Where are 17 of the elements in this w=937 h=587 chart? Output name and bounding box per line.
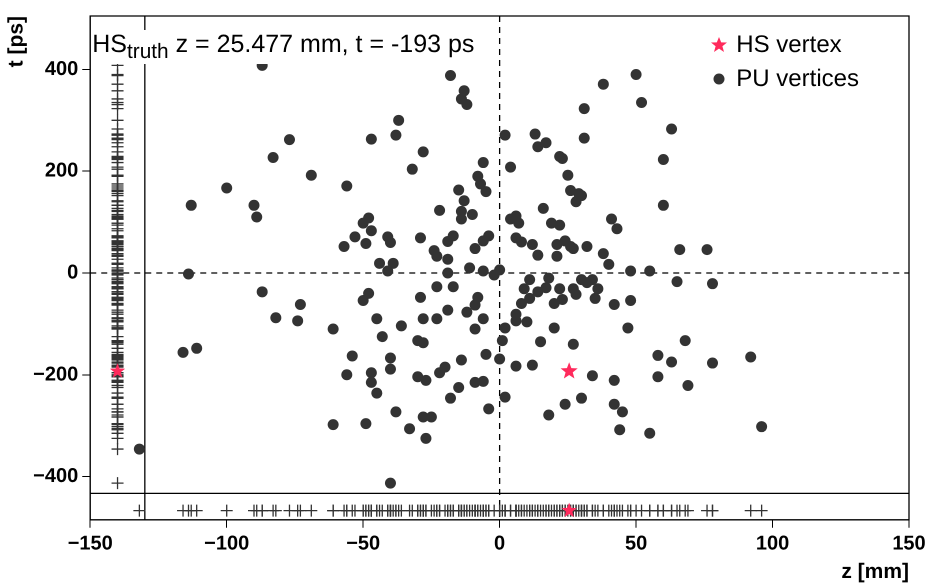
y-tick-label: 200 bbox=[44, 160, 78, 182]
legend-label: PU vertices bbox=[736, 65, 859, 93]
x-tick-label: −150 bbox=[68, 532, 113, 554]
annotation: HS$_{truth}$ z = 25.477 mm, t = -193 ps bbox=[92, 30, 474, 64]
y-axis-title: t [ps] bbox=[4, 16, 28, 68]
x-tick-label: −50 bbox=[346, 532, 380, 554]
y-tick-label: −200 bbox=[33, 363, 78, 386]
y-tick-label: 0 bbox=[67, 262, 78, 284]
x-tick-label: 150 bbox=[892, 532, 926, 554]
x-tick-label: −100 bbox=[204, 532, 250, 554]
legend-label: HS vertex bbox=[736, 31, 842, 59]
x-axis-title: z [mm] bbox=[841, 560, 909, 584]
y-tick-label: 400 bbox=[44, 58, 78, 80]
x-tick-label: 50 bbox=[624, 532, 648, 554]
y-tick-label: −400 bbox=[33, 465, 78, 488]
x-tick-label: 100 bbox=[756, 532, 790, 554]
x-tick-label: 0 bbox=[494, 532, 506, 554]
